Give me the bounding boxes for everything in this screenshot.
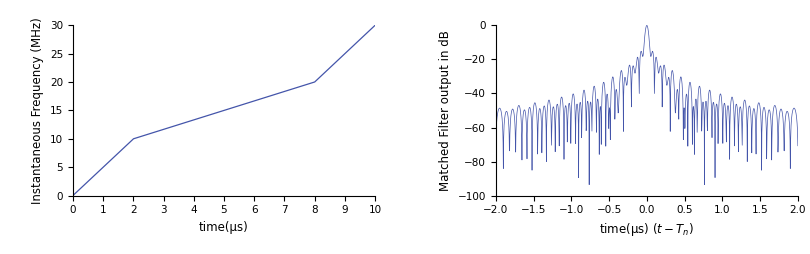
X-axis label: time(μs) $(t - T_n)$: time(μs) $(t - T_n)$	[599, 221, 694, 238]
Y-axis label: Instantaneous Frequency (MHz): Instantaneous Frequency (MHz)	[32, 17, 45, 204]
X-axis label: time(μs): time(μs)	[199, 221, 249, 234]
Y-axis label: Matched Filter output in dB: Matched Filter output in dB	[439, 30, 452, 191]
